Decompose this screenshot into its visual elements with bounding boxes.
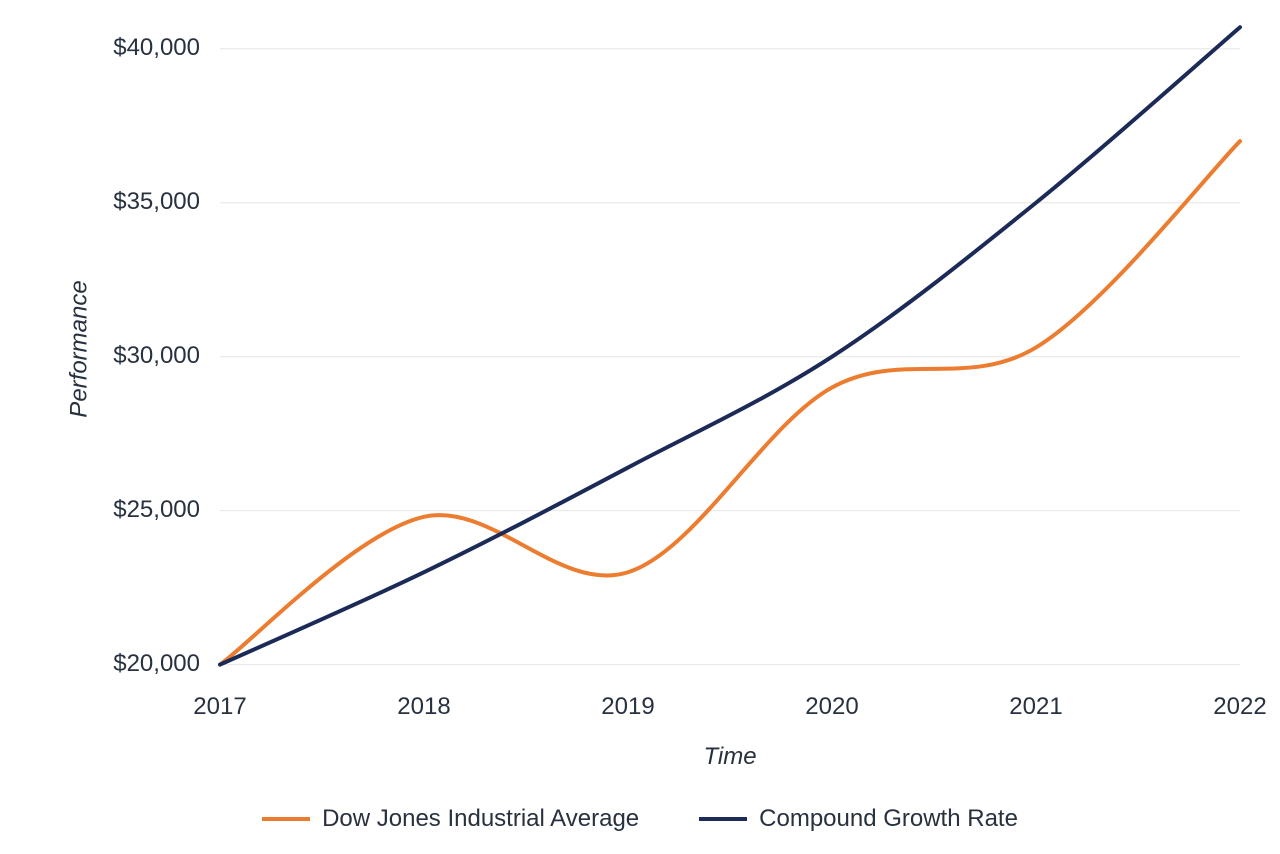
legend-label: Compound Growth Rate	[759, 805, 1018, 833]
legend-swatch	[699, 817, 747, 821]
x-tick-label: 2020	[805, 693, 858, 720]
chart-container: $20,000 $25,000 $30,000 $35,000 $40,000 Perfo…	[0, 0, 1280, 854]
x-tick-label: 2017	[193, 693, 246, 720]
y-tick-label: $20,000	[113, 650, 200, 677]
y-axis-label: Performance	[65, 280, 92, 417]
y-tick-label: $25,000	[113, 496, 200, 523]
y-tick-label: $30,000	[113, 342, 200, 369]
legend-item: Compound Growth Rate	[699, 805, 1018, 833]
x-axis-label: Time	[703, 743, 756, 770]
legend-label: Dow Jones Industrial Average	[322, 805, 639, 833]
x-tick-label: 2021	[1009, 693, 1062, 720]
legend-swatch	[262, 817, 310, 821]
y-tick-label: $35,000	[113, 188, 200, 215]
line-chart: $20,000 $25,000 $30,000 $35,000 $40,000 Perfo…	[0, 0, 1280, 854]
x-tick-label: 2018	[397, 693, 450, 720]
x-tick-label: 2022	[1213, 693, 1266, 720]
x-tick-label: 2019	[601, 693, 654, 720]
legend: Dow Jones Industrial Average Compound Gro…	[0, 805, 1280, 833]
legend-item: Dow Jones Industrial Average	[262, 805, 639, 833]
y-tick-label: $40,000	[113, 34, 200, 61]
